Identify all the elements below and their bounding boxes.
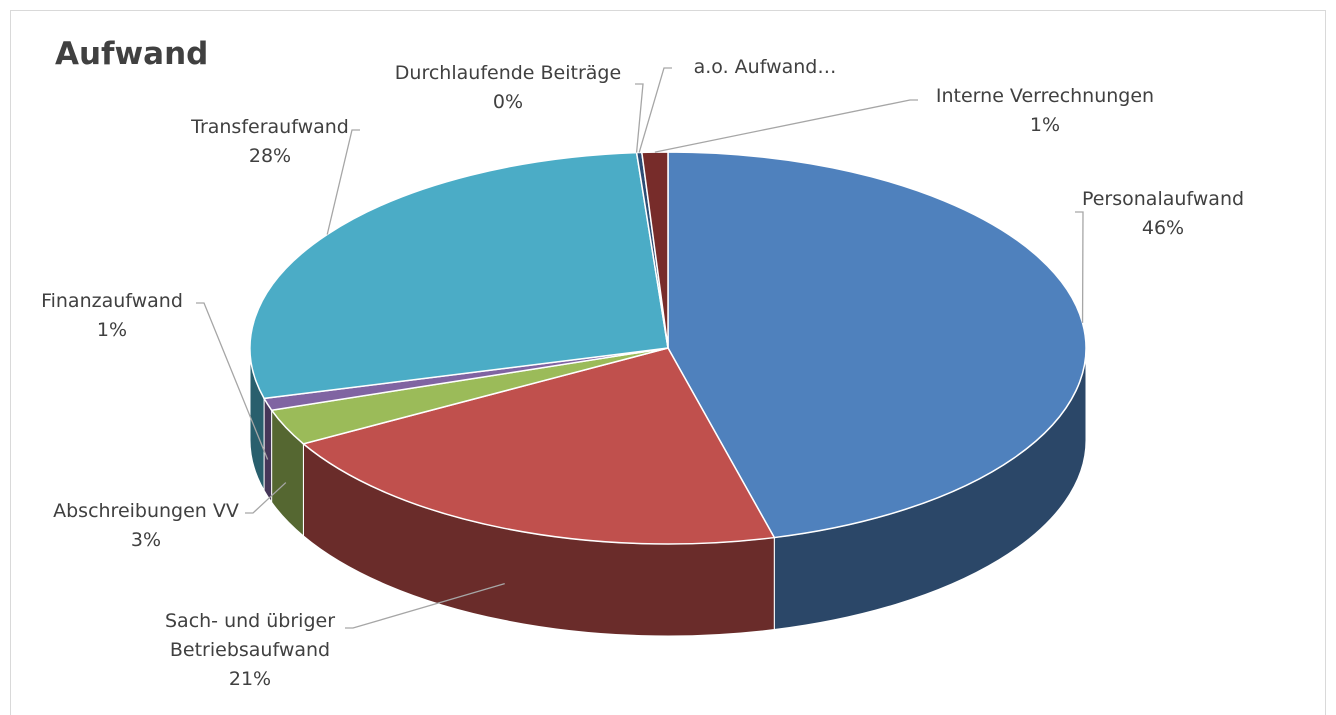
value-label: 3%: [130, 529, 162, 551]
leader-line: [638, 67, 672, 153]
slice: [667, 151, 1087, 539]
value-label: 21%: [228, 668, 272, 690]
value-label: 0%: [492, 91, 524, 113]
leader-line: [1075, 211, 1084, 323]
chart-frame: [10, 10, 1326, 715]
category-label: Transferaufwand: [191, 116, 349, 138]
data-label: a.o. Aufwand…: [665, 53, 865, 82]
data-label: Interne Verrechnungen 1%: [915, 82, 1175, 140]
data-label: Abschreibungen VV 3%: [26, 497, 266, 555]
value-label: 1%: [96, 319, 128, 341]
chart-title: Aufwand: [55, 36, 209, 72]
value-label: 28%: [248, 145, 292, 167]
leader-line: [245, 482, 287, 514]
leader-line: [654, 99, 918, 153]
data-label: Durchlaufende Beiträge 0%: [378, 59, 638, 117]
data-label: Finanzaufwand 1%: [12, 287, 212, 345]
leader-line: [326, 129, 360, 235]
category-label: Durchlaufende Beiträge: [394, 62, 622, 84]
category-label: Interne Verrechnungen: [935, 85, 1155, 107]
leader-line: [196, 302, 269, 460]
category-label: Abschreibungen VV: [53, 500, 239, 522]
leader-line: [345, 583, 505, 629]
data-label: Sach- und übriger Betriebsaufwand 21%: [150, 607, 350, 694]
value-label: 1%: [1029, 114, 1061, 136]
category-label: a.o. Aufwand…: [693, 56, 837, 78]
leader-line: [635, 83, 644, 153]
category-label: Personalaufwand: [1081, 188, 1245, 210]
data-label: Transferaufwand 28%: [160, 113, 380, 171]
data-label: Personalaufwand 46%: [1043, 185, 1283, 243]
slice-side: [263, 396, 273, 504]
category-label: Sach- und übriger Betriebsaufwand: [164, 610, 336, 661]
slice: [249, 151, 669, 400]
slice: [301, 347, 776, 545]
value-label: 46%: [1141, 217, 1185, 239]
category-label: Finanzaufwand: [41, 290, 183, 312]
